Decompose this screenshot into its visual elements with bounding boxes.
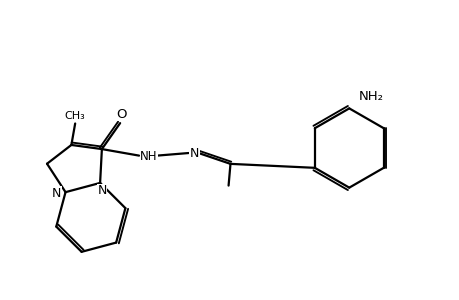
Text: CH₃: CH₃ [65, 111, 85, 121]
Text: O: O [116, 108, 126, 121]
Text: N: N [52, 187, 61, 200]
Text: NH₂: NH₂ [358, 90, 383, 103]
Text: N: N [190, 146, 199, 160]
Text: N: N [97, 184, 106, 197]
Text: NH: NH [140, 150, 157, 163]
